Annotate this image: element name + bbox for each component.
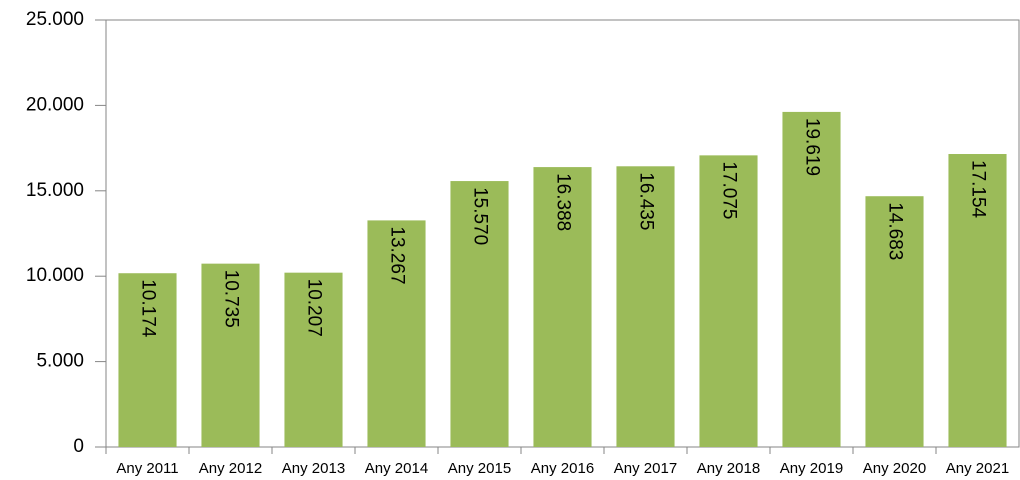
x-tick-label: Any 2021: [946, 460, 1009, 477]
data-label: 17.075: [718, 161, 739, 219]
data-label: 10.207: [303, 279, 324, 337]
x-tick-label: Any 2015: [448, 460, 511, 477]
bar: [201, 263, 260, 447]
y-tick-label: 15.000: [26, 180, 84, 201]
y-tick-label: 25.000: [26, 9, 84, 30]
data-label: 10.735: [220, 270, 241, 328]
x-tick-label: Any 2014: [365, 460, 428, 477]
y-tick-label: 5.000: [36, 351, 84, 372]
bar: [450, 181, 509, 448]
bar: [367, 220, 426, 447]
x-tick-label: Any 2017: [614, 460, 677, 477]
bar: [533, 167, 592, 447]
x-tick-label: Any 2013: [282, 460, 345, 477]
data-label: 16.435: [635, 172, 656, 230]
bar: [865, 196, 924, 447]
x-tick-label: Any 2016: [531, 460, 594, 477]
bar: [699, 155, 758, 447]
x-tick-label: Any 2012: [199, 460, 262, 477]
y-tick-label: 20.000: [26, 94, 84, 115]
data-label: 16.388: [552, 173, 573, 231]
data-label: 10.174: [137, 279, 158, 338]
data-label: 19.619: [801, 118, 822, 176]
y-tick-label: 10.000: [26, 265, 84, 286]
x-tick-label: Any 2011: [116, 460, 178, 477]
x-tick-label: Any 2019: [780, 460, 843, 477]
data-label: 17.154: [967, 160, 988, 219]
bar: [118, 273, 177, 447]
data-label: 15.570: [469, 187, 490, 245]
data-label: 14.683: [884, 202, 905, 260]
x-tick-label: Any 2018: [697, 460, 760, 477]
bar: [948, 154, 1007, 447]
bar: [616, 166, 675, 447]
x-tick-label: Any 2020: [863, 460, 926, 477]
data-label: 13.267: [386, 226, 407, 284]
y-tick-label: 0: [73, 436, 84, 457]
bar: [782, 111, 841, 448]
bar: [284, 272, 343, 447]
